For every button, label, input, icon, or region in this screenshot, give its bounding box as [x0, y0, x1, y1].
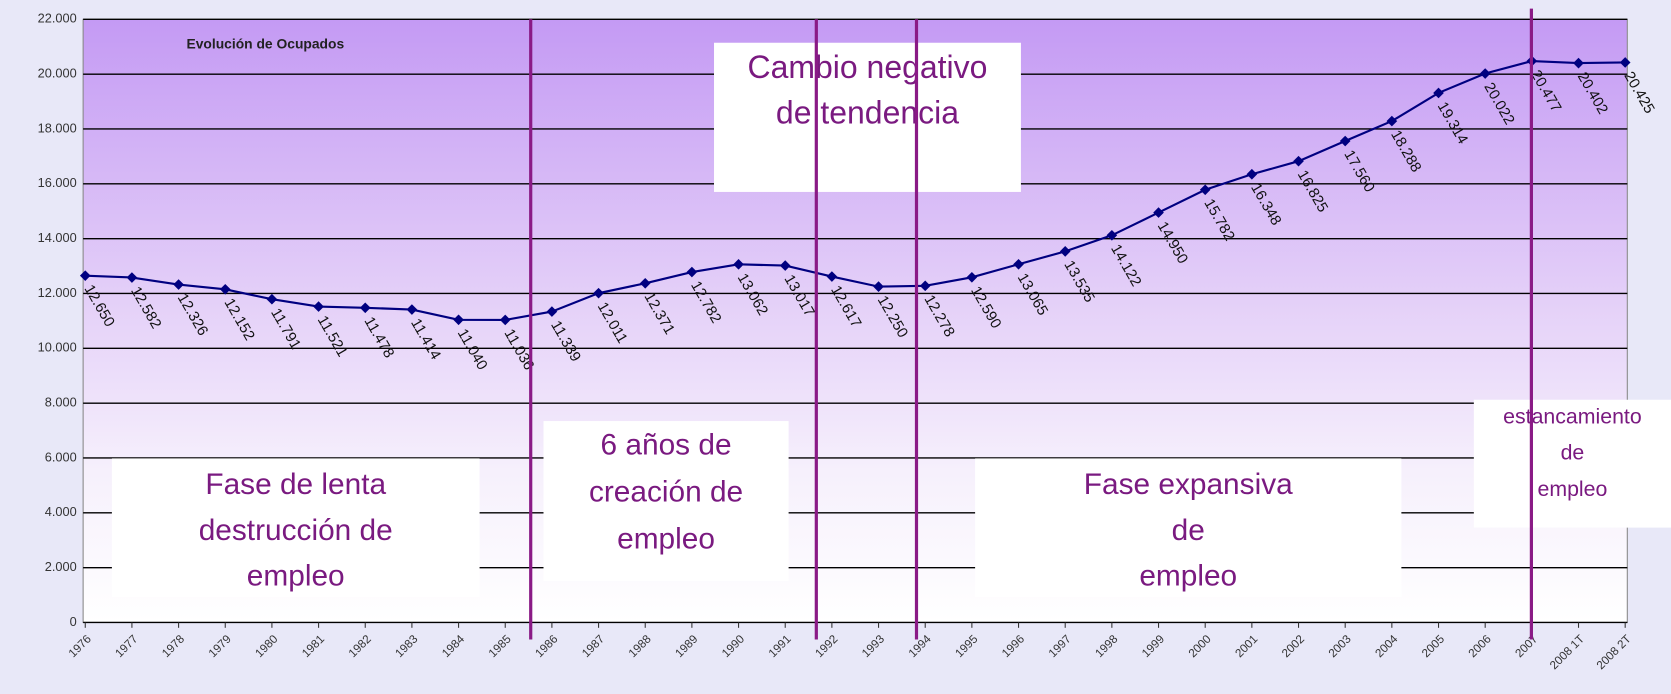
annotation-text: Fase de lenta — [205, 468, 386, 501]
x-tick-label: 2001 — [1233, 633, 1261, 661]
annotation-text: de — [1561, 441, 1585, 465]
x-tick-label: 2006 — [1466, 633, 1494, 661]
x-tick-label: 1990 — [719, 632, 747, 660]
annotation-text: Fase expansiva — [1084, 468, 1293, 501]
y-tick-label: 4.000 — [45, 504, 77, 519]
x-tick-label: 2007 — [1513, 633, 1541, 661]
annotation-text: de tendencia — [776, 95, 959, 131]
data-point — [826, 271, 838, 282]
y-tick-label: 10.000 — [38, 340, 77, 355]
annotation-text: destrucción de — [199, 514, 393, 547]
data-point — [686, 266, 698, 278]
annotation-box — [714, 42, 1021, 192]
x-tick-label: 1976 — [66, 633, 94, 661]
x-tick-label: 1978 — [160, 632, 188, 660]
data-point — [1433, 87, 1444, 99]
x-tick-label: 2008 2T — [1594, 633, 1634, 673]
y-tick-label: 12.000 — [38, 285, 77, 300]
annotation-box — [543, 421, 789, 581]
chart-title: Evolución de Ocupados — [186, 36, 344, 52]
annotation-text: empleo — [247, 560, 345, 593]
y-tick-label: 20.000 — [38, 66, 77, 81]
x-tick-label: 1999 — [1139, 633, 1167, 661]
annotation-text: empleo — [1537, 477, 1607, 501]
x-tick-label: 1997 — [1046, 633, 1074, 661]
annotation-text: Cambio negativo — [748, 49, 988, 85]
y-tick-label: 18.000 — [38, 120, 77, 135]
data-point — [1573, 57, 1584, 69]
x-tick-label: 2008 1T — [1547, 633, 1587, 673]
y-tick-label: 0 — [70, 614, 77, 629]
annotation-text: creación de — [589, 475, 743, 508]
data-point — [1246, 168, 1258, 180]
annotation-text: 6 años de — [601, 429, 732, 462]
annotation-text: de — [1172, 514, 1205, 547]
annotation-box — [1473, 399, 1671, 528]
annotation-box — [111, 458, 480, 597]
x-tick-label: 1983 — [393, 633, 421, 661]
x-tick-label: 1989 — [673, 633, 701, 661]
x-tick-label: 1981 — [300, 633, 328, 661]
x-tick-label: 1985 — [486, 632, 514, 660]
y-tick-label: 14.000 — [38, 230, 77, 245]
x-tick-label: 1977 — [113, 633, 141, 661]
x-tick-label: 1980 — [253, 632, 281, 660]
annotation-text: estancamiento — [1503, 404, 1642, 428]
data-point — [79, 270, 91, 281]
x-tick-label: 1987 — [580, 633, 608, 661]
x-tick-label: 2003 — [1326, 633, 1354, 661]
x-tick-label: 1984 — [440, 632, 468, 660]
x-tick-label: 1986 — [533, 633, 561, 661]
y-tick-label: 6.000 — [45, 449, 77, 464]
data-point — [1619, 57, 1631, 68]
y-tick-label: 8.000 — [45, 395, 77, 410]
y-tick-label: 16.000 — [38, 175, 77, 190]
y-tick-label: 22.000 — [38, 11, 77, 26]
x-tick-label: 1998 — [1093, 632, 1121, 660]
x-tick-label: 1988 — [626, 632, 654, 660]
annotation-text: empleo — [617, 522, 715, 555]
x-tick-label: 2004 — [1373, 632, 1401, 660]
data-point — [1386, 115, 1398, 127]
x-tick-label: 1991 — [766, 633, 794, 661]
x-tick-label: 1979 — [206, 633, 234, 661]
data-point — [1339, 135, 1351, 147]
annotation-box — [975, 458, 1402, 597]
phase-lines — [529, 8, 1533, 640]
x-tick-label: 1982 — [346, 633, 374, 661]
x-tick-label: 1994 — [906, 632, 934, 660]
annotation-text: empleo — [1139, 560, 1237, 593]
x-tick-label: 1996 — [999, 633, 1027, 661]
x-tick-label: 2002 — [1279, 633, 1307, 661]
x-tick-label: 1995 — [953, 632, 981, 660]
y-tick-label: 2.000 — [45, 559, 77, 574]
x-tick-label: 2005 — [1419, 632, 1447, 660]
data-point — [779, 260, 791, 271]
x-tick-label: 2000 — [1186, 632, 1214, 660]
series-line — [85, 59, 1626, 321]
x-tick-label: 1993 — [859, 633, 887, 661]
